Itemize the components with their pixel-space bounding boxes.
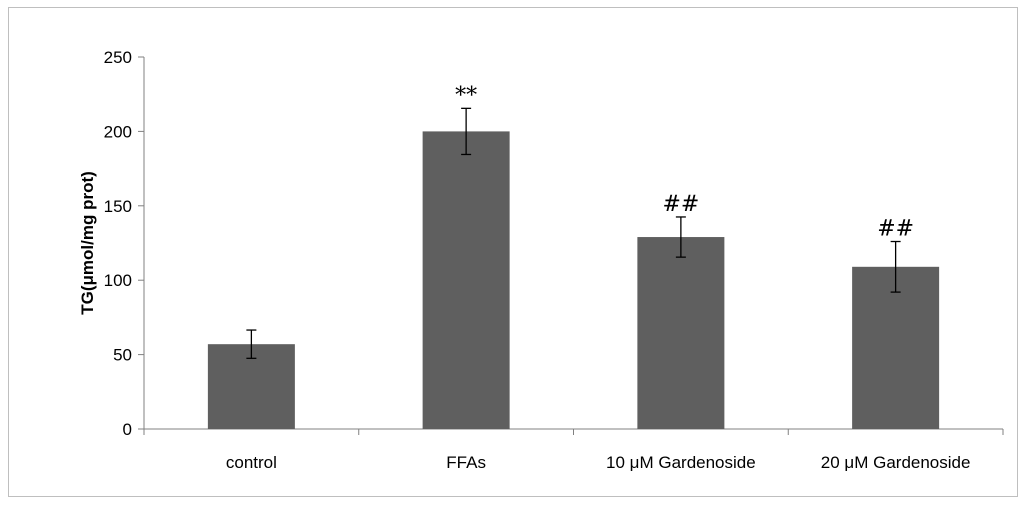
y-ticks: 0 50 100 150 200 250 [104, 48, 144, 439]
y-tick-label: 0 [123, 420, 132, 439]
x-tick-label: 10 μM Gardenoside [606, 453, 756, 472]
y-axis-title: TG(μmol/mg prot) [78, 171, 97, 315]
bar [852, 266, 940, 429]
significance-label: ** [455, 83, 477, 108]
y-tick-label: 150 [104, 197, 132, 216]
y-tick-label: 250 [104, 48, 132, 67]
significance-label: ## [877, 217, 914, 242]
x-tick-label: control [226, 453, 277, 472]
significance-annotations: ** ## ## [455, 83, 914, 241]
bar [422, 131, 510, 429]
significance-label: ## [662, 192, 699, 217]
chart-frame [8, 7, 1018, 497]
bar [637, 237, 725, 429]
y-tick-label: 200 [104, 122, 132, 141]
y-tick-label: 50 [113, 346, 132, 365]
x-tick-label: 20 μM Gardenoside [821, 453, 971, 472]
error-bars [246, 107, 901, 359]
y-tick-label: 100 [104, 271, 132, 290]
x-tick-label: FFAs [446, 453, 486, 472]
x-tick-labels: control FFAs 10 μM Gardenoside 20 μM Garden… [226, 453, 971, 472]
bars [207, 131, 940, 429]
